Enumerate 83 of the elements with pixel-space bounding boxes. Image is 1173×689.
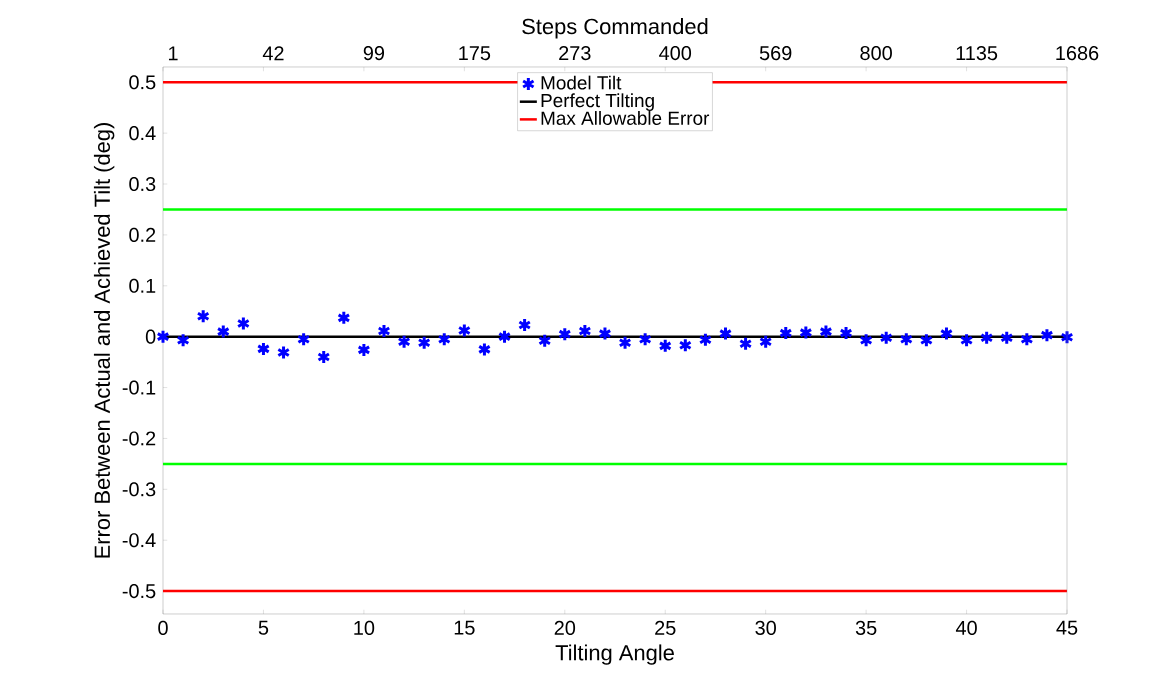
y-tick-label: 0.1 bbox=[129, 278, 156, 293]
legend-label: Max Allowable Error bbox=[541, 111, 710, 125]
y-tick-label: -0.5 bbox=[122, 584, 156, 599]
y-tick-label: -0.4 bbox=[122, 533, 156, 548]
y-tick-label: 0 bbox=[145, 329, 156, 344]
point bbox=[256, 341, 271, 357]
y-tick-label: -0.1 bbox=[122, 380, 156, 395]
point bbox=[497, 329, 512, 345]
point bbox=[317, 349, 331, 365]
y-tick-label: 0.2 bbox=[129, 227, 156, 242]
point bbox=[718, 326, 733, 342]
point bbox=[1000, 330, 1014, 346]
text: 569 bbox=[759, 46, 792, 61]
legend-label: Perfect Tilting bbox=[541, 93, 654, 111]
x-tick-label: 10 bbox=[354, 620, 375, 635]
point bbox=[819, 324, 833, 340]
point bbox=[758, 334, 773, 350]
x-tick-label: 20 bbox=[554, 620, 576, 635]
point bbox=[738, 336, 753, 352]
x-tick-label: 30 bbox=[755, 620, 776, 635]
x-tick-label: 35 bbox=[855, 620, 877, 635]
text: 42 bbox=[262, 46, 284, 61]
point bbox=[899, 331, 913, 347]
x-tick-label: 40 bbox=[955, 620, 977, 635]
x2-axis-title: Steps Commanded bbox=[522, 18, 708, 39]
y-tick-label: 0.4 bbox=[129, 126, 156, 141]
point bbox=[558, 326, 572, 342]
y-tick-label: -0.2 bbox=[122, 431, 156, 446]
text: 1135 bbox=[956, 46, 998, 61]
point bbox=[638, 331, 652, 347]
point bbox=[779, 325, 793, 341]
point bbox=[337, 310, 351, 326]
x-tick-label: 45 bbox=[1056, 620, 1078, 635]
text: 1686 bbox=[1056, 46, 1099, 61]
text: 273 bbox=[559, 46, 591, 61]
point bbox=[276, 344, 291, 360]
point bbox=[236, 315, 251, 331]
point bbox=[517, 317, 532, 333]
point bbox=[959, 332, 974, 348]
point bbox=[578, 323, 592, 339]
point bbox=[658, 338, 672, 354]
point bbox=[879, 330, 893, 346]
x-tick-label: 25 bbox=[655, 620, 676, 635]
point bbox=[176, 332, 190, 348]
point bbox=[839, 325, 853, 341]
point bbox=[357, 342, 371, 358]
point bbox=[477, 341, 492, 357]
y-tick-label: 0.3 bbox=[129, 176, 156, 192]
legend-label: Model Tilt bbox=[541, 75, 622, 90]
text: 1 bbox=[168, 46, 178, 61]
y-tick-label: -0.3 bbox=[122, 482, 156, 497]
point bbox=[1040, 327, 1054, 343]
text: 400 bbox=[659, 46, 692, 61]
point bbox=[437, 331, 451, 347]
point bbox=[939, 326, 954, 342]
point bbox=[598, 326, 612, 342]
text: 800 bbox=[860, 46, 892, 61]
text: 99 bbox=[363, 46, 385, 61]
x-axis-title: Tilting Angle bbox=[555, 644, 674, 665]
point bbox=[457, 323, 472, 339]
point bbox=[538, 333, 552, 349]
point bbox=[979, 330, 994, 346]
point bbox=[859, 332, 873, 348]
point bbox=[678, 337, 693, 353]
point bbox=[1020, 331, 1034, 347]
x-tick-label: 15 bbox=[454, 620, 475, 635]
point bbox=[698, 332, 713, 348]
point bbox=[196, 308, 210, 324]
text: 175 bbox=[459, 46, 491, 61]
point bbox=[1060, 329, 1074, 345]
y-axis-title: Error Between Actual and Achieved Tilt (deg) bbox=[93, 123, 115, 558]
x-tick-label: 0 bbox=[158, 620, 168, 635]
point bbox=[296, 331, 311, 347]
point bbox=[919, 332, 934, 348]
x-tick-label: 5 bbox=[258, 620, 269, 635]
point bbox=[417, 335, 431, 351]
point bbox=[377, 323, 391, 339]
point bbox=[618, 335, 632, 351]
point bbox=[156, 329, 170, 345]
point bbox=[799, 325, 813, 341]
point bbox=[397, 334, 411, 350]
y-tick-label: 0.5 bbox=[129, 75, 156, 90]
point bbox=[216, 324, 230, 340]
